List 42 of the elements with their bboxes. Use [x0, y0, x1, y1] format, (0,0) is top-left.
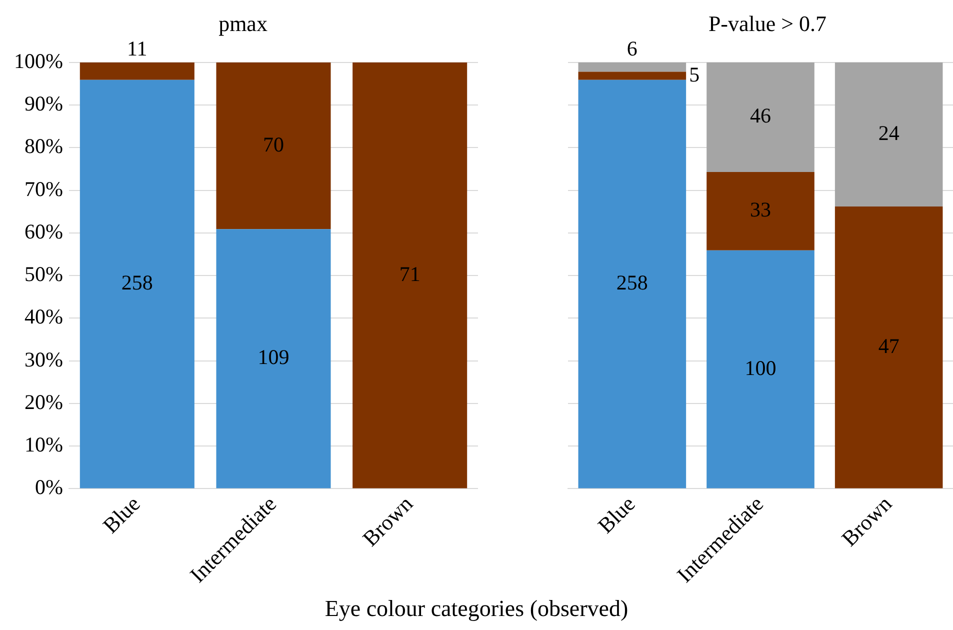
chart-title: P-value > 0.7	[708, 10, 827, 36]
y-tick-label: 70%	[24, 176, 63, 201]
annotation: 24	[878, 120, 900, 145]
bar	[834, 62, 943, 206]
bar	[706, 250, 814, 488]
annotation: 71	[399, 262, 420, 286]
text: 6	[626, 36, 638, 60]
y-tick-label: 90%	[24, 92, 63, 116]
y-tick-label: 40%	[24, 304, 63, 329]
annotation: 47	[878, 334, 900, 358]
y-tick-label: 50%	[24, 262, 63, 286]
bar	[80, 62, 194, 80]
annotation: 258	[616, 270, 648, 295]
y-tick-label: 0%	[34, 475, 63, 500]
bar	[706, 62, 814, 172]
bar	[80, 80, 194, 488]
bar	[834, 206, 943, 488]
text: 11	[127, 36, 148, 60]
x-tick-label: Blue	[98, 491, 145, 538]
bar	[216, 229, 331, 488]
bar	[578, 72, 686, 80]
chart-title: pmax	[218, 10, 268, 36]
y-tick-label: 10%	[24, 432, 63, 457]
annotation: 33	[750, 198, 771, 222]
bar	[578, 62, 686, 72]
bar	[352, 62, 468, 488]
y-tick-label: 60%	[24, 219, 63, 244]
annotation: 109	[258, 345, 290, 370]
y-tick-label: 30%	[24, 347, 63, 372]
annotation: 70	[262, 132, 284, 156]
annotation: 46	[750, 104, 771, 128]
bar	[216, 62, 331, 230]
y-tick-label: 20%	[24, 390, 63, 414]
annotation: 5	[689, 62, 700, 86]
bar	[578, 80, 686, 488]
annotation: 258	[121, 270, 153, 295]
bar	[706, 172, 814, 250]
y-tick-label: 80%	[24, 134, 63, 158]
annotation: 100	[744, 356, 776, 380]
x-tick-label: Blue	[592, 491, 640, 538]
x-axis-title: Eye colour categories (observed)	[324, 596, 630, 622]
y-tick-label: 100%	[14, 48, 63, 73]
